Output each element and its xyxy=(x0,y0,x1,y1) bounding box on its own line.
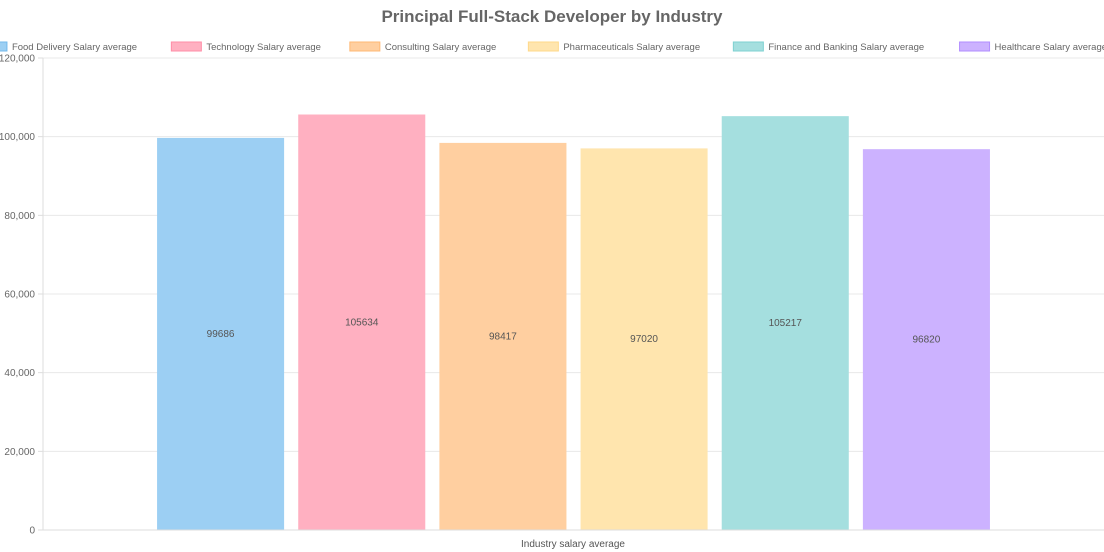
y-tick-label: 100,000 xyxy=(0,132,35,143)
bars xyxy=(157,114,990,531)
bar[interactable] xyxy=(439,142,567,530)
y-tick-label: 120,000 xyxy=(0,54,35,65)
legend-label: Technology Salary average xyxy=(206,42,321,53)
x-axis-category-label: Industry salary average xyxy=(521,539,625,550)
bar[interactable] xyxy=(580,148,708,530)
chart-title: Principal Full-Stack Developer by Indust… xyxy=(381,7,723,26)
bar-value-label: 105634 xyxy=(345,317,379,328)
legend-item[interactable]: Technology Salary average xyxy=(170,41,321,53)
bar[interactable] xyxy=(157,137,285,530)
y-tick-label: 60,000 xyxy=(4,290,35,301)
bar[interactable] xyxy=(721,116,849,530)
legend-item[interactable]: Consulting Salary average xyxy=(349,41,496,53)
legend-label: Consulting Salary average xyxy=(385,42,496,53)
y-tick-label: 0 xyxy=(29,526,35,537)
value-labels: 99686 105634 98417 97020 105217 96820 xyxy=(207,317,941,345)
legend-item[interactable]: Food Delivery Salary average xyxy=(0,41,137,53)
y-tick-label: 40,000 xyxy=(4,368,35,379)
legend-item[interactable]: Healthcare Salary average xyxy=(959,41,1104,53)
y-axis-ticks: 0 20,000 40,000 60,000 80,000 100,000 120,000 xyxy=(0,54,35,537)
legend-label: Healthcare Salary average xyxy=(995,42,1104,53)
bar-value-label: 105217 xyxy=(769,318,803,329)
y-tick-label: 80,000 xyxy=(4,211,35,222)
bar[interactable] xyxy=(298,114,426,531)
legend-label: Pharmaceuticals Salary average xyxy=(563,42,700,53)
legend-swatch xyxy=(527,41,559,52)
bar-value-label: 98417 xyxy=(489,331,517,342)
legend-swatch xyxy=(349,41,381,52)
legend-label: Finance and Banking Salary average xyxy=(768,42,924,53)
legend-swatch xyxy=(732,41,764,52)
y-tick-label: 20,000 xyxy=(4,447,35,458)
legend: Food Delivery Salary average Technology S… xyxy=(0,41,1104,53)
legend-item[interactable]: Pharmaceuticals Salary average xyxy=(527,41,700,53)
legend-swatch xyxy=(959,41,991,52)
bar-value-label: 97020 xyxy=(630,334,658,345)
legend-swatch xyxy=(170,41,202,52)
legend-swatch xyxy=(0,41,8,52)
bar-value-label: 96820 xyxy=(913,335,941,346)
bar[interactable] xyxy=(862,149,990,530)
legend-item[interactable]: Finance and Banking Salary average xyxy=(732,41,924,53)
bar-value-label: 99686 xyxy=(207,329,235,340)
legend-label: Food Delivery Salary average xyxy=(12,42,137,53)
